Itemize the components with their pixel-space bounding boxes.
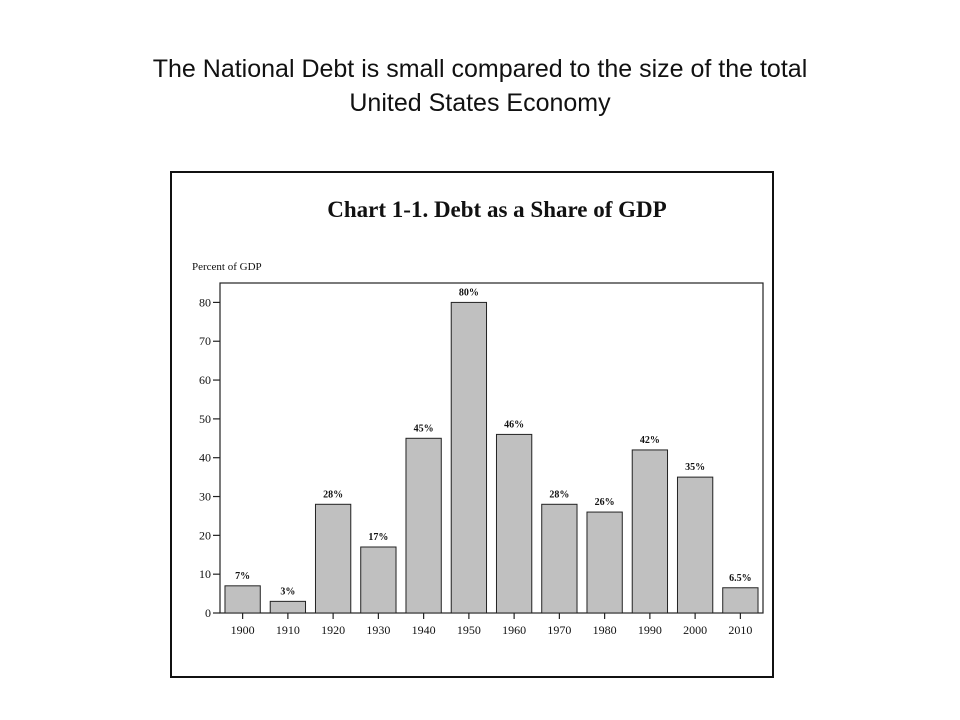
x-tick-label: 1910: [276, 623, 300, 637]
bar: [495, 433, 533, 614]
y-axis-label: Percent of GDP: [192, 261, 262, 273]
slide-title: The National Debt is small compared to t…: [0, 52, 960, 120]
x-tick-label: 1990: [638, 623, 662, 637]
bar: [676, 476, 714, 614]
x-tick-label: 1960: [502, 623, 526, 637]
bar: [631, 449, 669, 614]
x-tick-label: 1980: [593, 623, 617, 637]
data-label: 17%: [368, 532, 388, 543]
slide-title-line-2: United States Economy: [349, 89, 611, 117]
data-label: 6.5%: [729, 573, 752, 584]
y-tick-label: 50: [199, 412, 211, 426]
data-label: 7%: [235, 571, 250, 582]
bar: [224, 585, 261, 614]
bar: [314, 503, 352, 614]
plot-border: [219, 282, 764, 614]
x-tick-label: 2000: [683, 623, 707, 637]
data-label: 35%: [685, 462, 705, 473]
bar: [360, 546, 397, 614]
slide-title-line-1: The National Debt is small compared to t…: [152, 55, 808, 83]
bar: [722, 587, 759, 614]
y-tick-label: 80: [199, 295, 211, 309]
y-tick-label: 70: [199, 334, 211, 348]
x-tick-label: 1900: [231, 623, 255, 637]
plot-area: 0 10 20 30 40 50 60 70 80 7% 1900 3% 1910 28% 1920 17% 1…: [199, 282, 764, 637]
data-label: 45%: [414, 423, 434, 434]
data-label: 28%: [549, 489, 569, 500]
y-tick-label: 60: [199, 373, 211, 387]
x-tick-label: 1940: [412, 623, 436, 637]
x-tick-label: 1970: [547, 623, 571, 637]
data-label: 46%: [504, 419, 524, 430]
data-label: 26%: [595, 497, 615, 508]
y-tick-label: 10: [199, 567, 211, 581]
debt-share-chart: Chart 1-1. Debt as a Share of GDP Percen…: [192, 197, 764, 637]
bar: [405, 437, 442, 614]
data-label: 42%: [640, 435, 660, 446]
data-label: 28%: [323, 489, 343, 500]
x-tick-label: 2010: [728, 623, 752, 637]
chart-title: Chart 1-1. Debt as a Share of GDP: [327, 197, 666, 222]
data-label: 80%: [459, 287, 479, 298]
bar: [541, 503, 578, 614]
y-tick-label: 0: [205, 606, 211, 620]
x-tick-label: 1950: [457, 623, 481, 637]
bar: [586, 511, 623, 614]
y-tick-label: 40: [199, 451, 211, 465]
bar: [450, 301, 488, 614]
y-tick-label: 30: [199, 490, 211, 504]
chart-frame: Chart 1-1. Debt as a Share of GDP Percen…: [170, 171, 774, 678]
x-tick-label: 1930: [366, 623, 390, 637]
x-tick-label: 1920: [321, 623, 345, 637]
bar: [269, 600, 307, 614]
y-tick-label: 20: [199, 528, 211, 542]
data-label: 3%: [280, 586, 295, 597]
